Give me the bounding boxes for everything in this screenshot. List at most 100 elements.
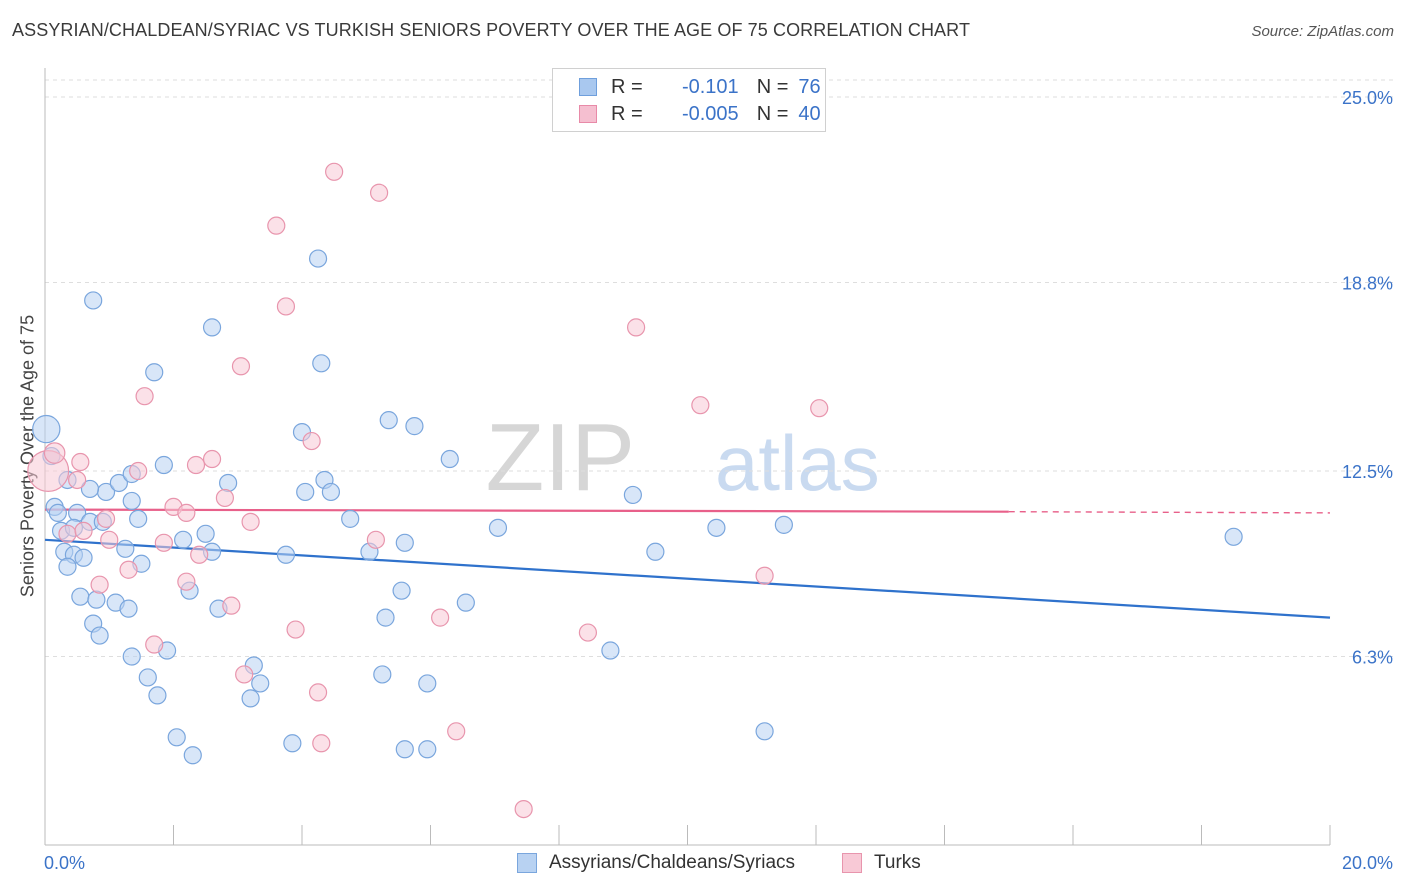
assyrians-point [74, 548, 93, 567]
chart-title: ASSYRIAN/CHALDEAN/SYRIAC VS TURKISH SENI… [12, 20, 971, 40]
turks-point [74, 521, 93, 540]
turks-point [119, 560, 138, 579]
assyrians-point [145, 363, 164, 382]
turks-point [578, 623, 598, 642]
legend-r-label: R = [611, 75, 643, 98]
turks-point [222, 596, 241, 615]
assyrians-point [90, 626, 109, 645]
assyrians-point [1224, 527, 1243, 546]
legend-swatch-turks [842, 853, 862, 873]
assyrians-point [276, 545, 296, 564]
turks-point [96, 509, 116, 528]
assyrians-point [58, 557, 77, 576]
assyrians-point [646, 542, 665, 561]
assyrians-point [456, 593, 475, 612]
turks-point [71, 452, 90, 472]
assyrians-point [774, 515, 793, 534]
turks-point [215, 488, 234, 508]
assyrians-point [251, 674, 270, 693]
watermark: ZIP atlas [486, 404, 880, 511]
turks-point [286, 620, 305, 639]
assyrians-point [122, 491, 141, 511]
assyrians-trend-line [44, 538, 1331, 619]
y-tick-label: 18.8% [1342, 274, 1393, 294]
assyrians-point [84, 291, 103, 310]
assyrians-point [395, 533, 414, 552]
assyrians-point [71, 587, 90, 606]
turks-point [325, 162, 344, 181]
assyrians-point [122, 647, 141, 666]
turks-point [755, 566, 774, 585]
assyrians-point [154, 455, 173, 475]
x-tick-label: 0.0% [44, 853, 85, 873]
assyrians-point [241, 689, 260, 708]
assyrians-point [395, 740, 414, 759]
legend-n-value: 40 [798, 102, 821, 125]
stats-legend: R = -0.101 N = 76 R = -0.005 N = 40 [552, 68, 826, 132]
turks-point [810, 399, 829, 418]
watermark-atlas: atlas [715, 419, 880, 507]
assyrians-point [601, 641, 620, 660]
assyrians-point [488, 518, 508, 537]
assyrians-point [119, 599, 138, 618]
turks-point [231, 357, 251, 376]
assyrians-point [174, 530, 193, 549]
legend-label-turks: Turks [874, 852, 921, 873]
assyrians-point [312, 354, 331, 373]
turks-point [154, 533, 173, 552]
assyrians-point [283, 734, 302, 753]
turks-point [312, 734, 331, 753]
turks-point [447, 722, 466, 741]
legend-n-value: 76 [798, 75, 821, 98]
turks-point [129, 461, 148, 481]
turks-point [100, 530, 119, 549]
assyrians-point [167, 728, 186, 747]
assyrians-point [418, 740, 437, 759]
turks-point [308, 683, 328, 702]
assyrians-point [321, 482, 341, 502]
x-tick-label: 20.0% [1342, 853, 1393, 873]
assyrians-point [707, 518, 726, 537]
legend-swatch-turks [579, 105, 597, 123]
data-points [27, 162, 1243, 819]
assyrians-point [341, 509, 360, 528]
assyrians-point [376, 608, 395, 627]
legend-r-label: R = [611, 102, 643, 125]
legend-row-assyrians: R = -0.101 N = 76 [579, 74, 821, 100]
turks-point [177, 503, 196, 522]
turks-point [90, 575, 109, 594]
assyrians-point [129, 509, 148, 528]
y-tick-label: 12.5% [1342, 462, 1393, 482]
assyrians-point [296, 482, 315, 502]
assyrians-point [87, 590, 106, 609]
turks-point [241, 512, 260, 531]
tick-labels: 6.3% 12.5% 18.8% 25.0% 0.0% 20.0% [44, 88, 1393, 873]
assyrians-point [405, 417, 424, 436]
watermark-zip: ZIP [486, 404, 635, 511]
assyrians-point [138, 668, 157, 687]
turks-trend-line-extension [1008, 510, 1331, 514]
assyrians-point [32, 414, 61, 444]
legend-n-label: N = [756, 102, 789, 125]
turks-point [58, 524, 77, 543]
turks-point [366, 530, 385, 549]
source-label: Source: ZipAtlas.com [1251, 23, 1394, 40]
assyrians-point [308, 249, 328, 268]
legend-r-value: -0.101 [681, 75, 739, 98]
turks-point [370, 183, 389, 202]
legend-row-turks: R = -0.005 N = 40 [579, 101, 821, 127]
assyrians-point [202, 318, 222, 337]
y-tick-label: 25.0% [1342, 88, 1393, 108]
assyrians-point [623, 485, 642, 505]
assyrians-point [183, 746, 202, 765]
trend-lines [44, 508, 1331, 619]
legend-item-turks[interactable]: Turks [842, 852, 921, 874]
assyrians-point [48, 503, 67, 522]
legend-label-assyrians: Assyrians/Chaldeans/Syriacs [549, 852, 796, 873]
turks-point [135, 387, 154, 406]
assyrians-point [755, 722, 774, 741]
legend-item-assyrians[interactable]: Assyrians/Chaldeans/Syriacs [517, 852, 795, 874]
turks-point [626, 318, 646, 337]
turks-point [186, 455, 206, 475]
turks-point [514, 799, 533, 819]
